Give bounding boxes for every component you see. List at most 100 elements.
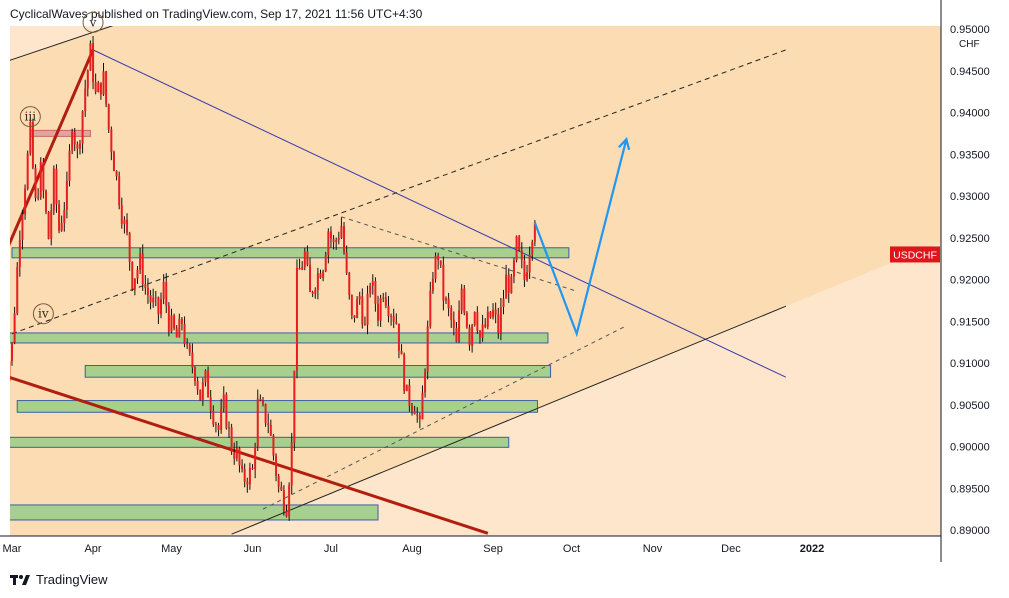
price-bar — [382, 297, 385, 299]
price-bar — [11, 342, 13, 361]
symbol-badge-label: USDCHF — [893, 249, 937, 261]
price-bar — [227, 427, 230, 429]
support-zone[interactable] — [9, 332, 549, 344]
price-bar — [390, 316, 393, 318]
price-bar — [335, 239, 338, 243]
price-bar — [311, 291, 314, 294]
price-bar — [233, 451, 236, 459]
price-bar — [209, 397, 212, 411]
price-bar — [238, 448, 241, 466]
price-bar — [29, 122, 32, 154]
price-bar — [26, 153, 29, 189]
price-bar — [314, 289, 317, 294]
price-bar — [207, 370, 210, 398]
projection-path[interactable] — [533, 138, 628, 338]
trendline[interactable] — [11, 49, 787, 335]
price-bar — [520, 250, 523, 261]
price-tick-label: 0.92000 — [950, 275, 990, 287]
price-bar — [120, 205, 123, 225]
price-bar — [97, 82, 100, 93]
price-bar — [170, 315, 173, 332]
price-bar — [322, 271, 325, 278]
price-bar — [319, 273, 322, 278]
price-bar — [94, 82, 97, 93]
support-zone[interactable] — [84, 365, 552, 378]
price-bar — [528, 254, 531, 273]
price-bar — [348, 272, 351, 296]
price-bar — [316, 273, 319, 290]
tradingview-footer[interactable]: TradingView — [10, 572, 108, 587]
price-bar — [345, 252, 348, 273]
price-bar — [123, 219, 126, 225]
price-bar — [157, 297, 160, 315]
wave-label: iii — [25, 110, 37, 124]
time-tick-label: Aug — [402, 543, 422, 555]
price-bar — [63, 209, 66, 224]
price-bar — [463, 288, 466, 313]
price-bar — [52, 168, 55, 211]
price-bar — [288, 485, 291, 517]
trendline[interactable] — [341, 216, 575, 291]
price-bar — [395, 321, 398, 324]
price-bar — [518, 236, 521, 251]
price-bar — [306, 251, 309, 265]
price-bar — [105, 71, 108, 105]
price-bar — [92, 43, 95, 83]
price-bar — [21, 214, 24, 240]
price-bar — [55, 168, 58, 205]
projection-arrowhead — [618, 136, 631, 151]
price-bar — [478, 330, 481, 338]
price-bar — [6, 381, 8, 390]
price-bar — [222, 394, 225, 409]
wave-iii-marker[interactable] — [29, 129, 91, 137]
price-bar — [186, 344, 189, 346]
price-bar — [204, 370, 207, 383]
price-bar — [369, 285, 372, 294]
price-bar — [107, 104, 110, 130]
price-bar — [460, 288, 463, 311]
support-zone[interactable] — [11, 247, 570, 259]
trendline[interactable] — [0, 16, 140, 66]
wave-label-circle — [82, 11, 104, 33]
price-bar — [290, 442, 293, 486]
trendline[interactable] — [0, 49, 95, 286]
wave-label: iv — [38, 307, 49, 321]
time-tick-label: Jul — [324, 543, 338, 555]
price-tick-label: 0.91000 — [950, 358, 990, 370]
symbol-badge[interactable] — [890, 246, 940, 263]
price-bar — [13, 313, 16, 343]
price-bar — [269, 425, 272, 436]
time-tick-label: Mar — [3, 543, 22, 555]
price-bar — [264, 404, 267, 424]
price-bar — [442, 264, 445, 301]
price-bar — [214, 424, 217, 426]
time-tick-label: Nov — [643, 543, 663, 555]
price-bar — [295, 267, 298, 371]
price-bar — [309, 264, 312, 292]
price-bar — [363, 324, 366, 326]
price-bar — [76, 144, 79, 149]
support-zone[interactable] — [2, 504, 379, 521]
price-bar — [421, 392, 424, 420]
price-tick-label: 0.91500 — [950, 316, 990, 328]
price-bar — [366, 293, 369, 325]
trendline[interactable] — [92, 49, 787, 378]
price-bar — [68, 150, 71, 181]
price-bar — [437, 255, 440, 261]
price-bar — [510, 276, 513, 294]
trendline[interactable] — [231, 305, 787, 535]
support-zone[interactable] — [16, 400, 538, 413]
price-bar — [303, 251, 306, 268]
time-tick-label: Dec — [721, 543, 741, 555]
price-bar — [65, 180, 68, 210]
price-bar — [507, 274, 510, 294]
price-bar — [241, 465, 244, 470]
price-bar — [128, 232, 131, 262]
price-bar — [499, 307, 502, 333]
price-bar — [424, 371, 427, 393]
price-bar — [526, 272, 529, 281]
price-bar — [408, 384, 411, 406]
price-bar — [86, 70, 89, 89]
price-bar — [194, 367, 197, 382]
